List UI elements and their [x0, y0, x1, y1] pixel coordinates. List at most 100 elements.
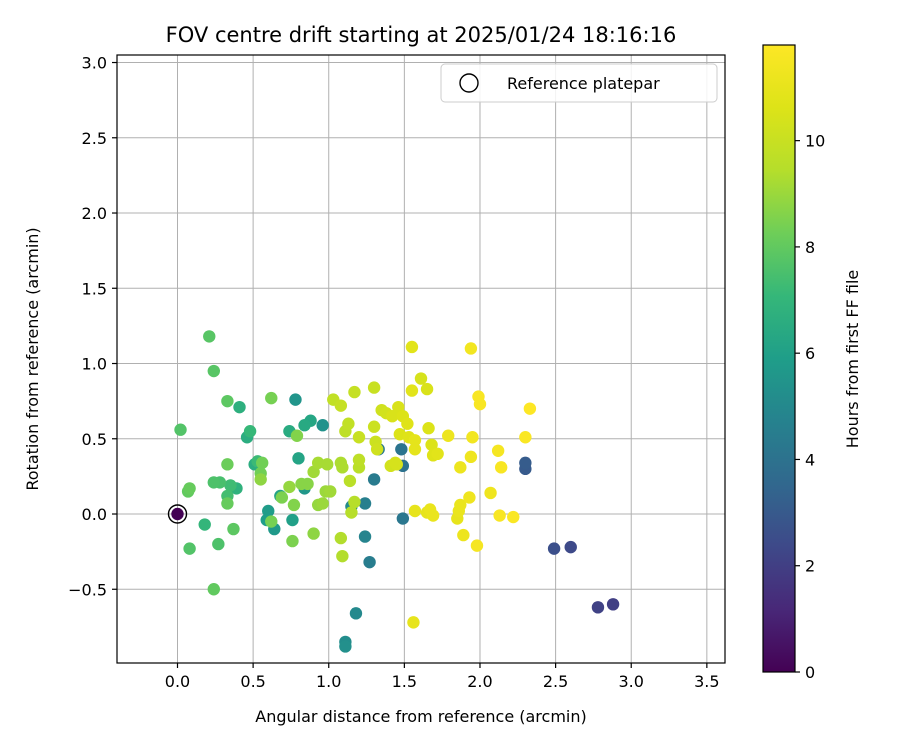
x-tick-label: 3.0 [619, 672, 644, 691]
data-point [289, 393, 302, 406]
data-point [183, 542, 196, 555]
data-point [457, 528, 470, 542]
legend-label-reference: Reference platepar [507, 74, 660, 93]
data-point [464, 342, 478, 355]
data-point [454, 498, 467, 512]
data-point [464, 450, 478, 464]
colorbar-tick-label: 8 [805, 238, 815, 257]
colorbar-tick-label: 4 [805, 450, 815, 469]
colorbar: 0 2 4 6 8 10 Hours from first FF file [762, 44, 862, 682]
data-point [287, 498, 301, 512]
colorbar-ticks: 0 2 4 6 8 10 [795, 132, 825, 682]
data-point [493, 509, 506, 522]
data-point [494, 461, 508, 474]
data-point [212, 537, 225, 551]
data-point [367, 381, 381, 394]
data-point [321, 458, 334, 471]
data-point [352, 453, 366, 467]
legend-marker-reference [459, 73, 479, 93]
data-point [286, 513, 299, 527]
y-tick-label: 0.0 [82, 505, 107, 524]
data-point [407, 616, 420, 629]
data-point [207, 364, 220, 378]
data-point [564, 540, 577, 554]
data-point [442, 429, 455, 442]
data-point [454, 461, 467, 474]
y-axis-label: Rotation from reference (arcmin) [23, 227, 42, 490]
data-point [233, 400, 246, 414]
data-point [286, 534, 299, 548]
data-point [254, 473, 267, 486]
data-point [463, 491, 476, 504]
data-point [547, 542, 561, 555]
data-point [316, 497, 329, 510]
data-point [401, 417, 414, 430]
data-point [386, 409, 399, 423]
data-point [466, 431, 479, 444]
data-point [396, 512, 410, 525]
data-point [507, 510, 520, 524]
data-point [484, 486, 497, 500]
data-point [265, 391, 278, 405]
data-point [352, 431, 366, 444]
data-point [367, 473, 381, 486]
data-point [345, 506, 358, 519]
y-tick-label: 1.5 [82, 279, 107, 298]
data-point [342, 417, 355, 430]
colorbar-tick-label: 10 [805, 132, 825, 151]
data-point [473, 397, 487, 411]
data-point [203, 330, 216, 343]
data-point [519, 431, 532, 444]
data-point [523, 402, 537, 415]
x-tick-label: 3.5 [694, 672, 719, 691]
x-axis-label: Angular distance from reference (arcmin) [255, 707, 586, 726]
data-point [221, 497, 234, 510]
data-point [408, 504, 422, 518]
data-point [207, 583, 220, 596]
y-tick-label: 1.0 [82, 355, 107, 374]
data-point [174, 423, 187, 436]
data-point [405, 340, 419, 354]
x-tick-label: 2.0 [467, 672, 492, 691]
x-tick-label: 1.5 [392, 672, 417, 691]
x-tick-label: 0.0 [165, 672, 190, 691]
data-point [198, 518, 211, 531]
data-point [470, 539, 484, 552]
data-point [324, 485, 337, 498]
colorbar-gradient [762, 44, 796, 673]
data-point [336, 461, 349, 474]
data-point [334, 399, 348, 412]
data-point [408, 434, 422, 447]
x-tick-label: 0.5 [240, 672, 265, 691]
data-point [183, 482, 196, 495]
data-point [283, 480, 296, 494]
y-tick-label: 2.0 [82, 204, 107, 223]
y-tick-label: −0.5 [68, 580, 107, 599]
data-point [431, 447, 444, 461]
data-point [390, 458, 404, 471]
data-point [358, 530, 372, 543]
data-point [395, 443, 408, 456]
data-point [405, 384, 419, 397]
data-point [336, 549, 349, 563]
data-point [606, 598, 620, 611]
colorbar-tick-label: 2 [805, 557, 815, 576]
chart-title: FOV centre drift starting at 2025/01/24 … [166, 23, 677, 47]
data-point [207, 476, 220, 489]
colorbar-tick-label: 6 [805, 344, 815, 363]
data-point [408, 443, 422, 456]
colorbar-label: Hours from first FF file [843, 270, 862, 449]
axis-ticks: 0.0 0.5 1.0 1.5 2.0 2.5 3.0 3.5 −0.5 0.0 0.5 1.0 1.5… [68, 54, 719, 691]
data-point [426, 509, 440, 522]
data-points [167, 330, 620, 653]
data-point [255, 456, 269, 470]
data-point [339, 640, 352, 653]
data-point [275, 491, 289, 504]
data-point [227, 522, 240, 536]
data-point [221, 458, 234, 471]
y-tick-label: 0.5 [82, 430, 107, 449]
legend: Reference platepar [440, 63, 718, 103]
data-point [348, 385, 361, 399]
data-point [221, 394, 234, 408]
